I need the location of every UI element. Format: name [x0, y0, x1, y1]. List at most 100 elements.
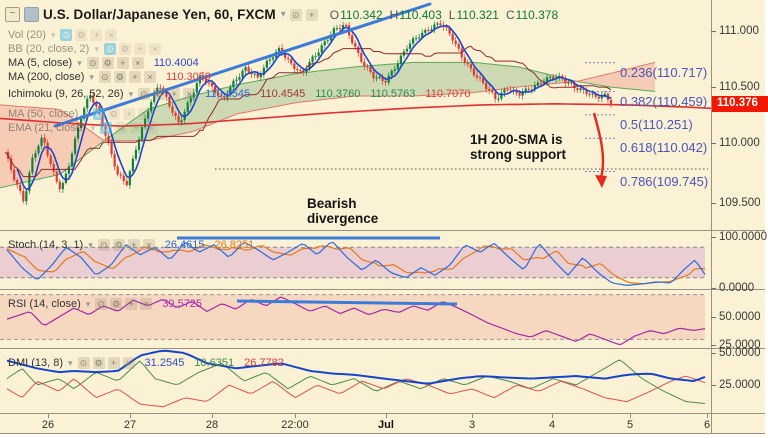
add-icon[interactable]: +: [127, 239, 140, 251]
chevron-down-icon[interactable]: ▾: [83, 108, 88, 119]
rsi-pane[interactable]: [0, 290, 711, 348]
ohlc-item: H110.403: [389, 7, 442, 22]
add-icon[interactable]: +: [122, 108, 135, 120]
close-icon[interactable]: ×: [137, 108, 150, 120]
axis-tick: [711, 203, 716, 204]
time-axis-tick: [130, 414, 131, 418]
chevron-down-icon[interactable]: ▾: [90, 122, 96, 133]
chevron-down-icon[interactable]: ▾: [68, 357, 73, 368]
time-axis-tick: [48, 414, 49, 418]
dmi-pane[interactable]: [0, 349, 711, 413]
time-axis-label: 22:00: [281, 419, 309, 431]
chevron-down-icon[interactable]: ▾: [280, 9, 286, 20]
chevron-down-icon[interactable]: ▾: [128, 88, 134, 99]
add-icon[interactable]: +: [116, 57, 129, 69]
add-icon[interactable]: +: [125, 298, 138, 310]
axis-tick: [711, 288, 716, 289]
add-icon[interactable]: +: [90, 29, 103, 41]
annotation-bearish-divergence[interactable]: Bearish divergence: [307, 196, 378, 226]
time-axis-label: 26: [41, 419, 55, 431]
indicator-value: 110.4545: [205, 88, 251, 100]
indicator-label: EMA (21, close): [8, 122, 86, 134]
eye-icon[interactable]: ⊙: [92, 108, 105, 120]
indicator-label: Ichimoku (9, 26, 52, 26): [8, 88, 124, 100]
indicator-value: 110.7070: [425, 88, 471, 100]
eye-icon[interactable]: ⊙: [97, 239, 110, 251]
indicator-row: MA (5, close) ▾ ⊙ ⚙ + × 110.4004: [8, 57, 199, 69]
eye-icon[interactable]: ⊙: [289, 8, 302, 21]
collapse-pane-button[interactable]: −: [5, 7, 20, 22]
eye-icon[interactable]: ⊙: [98, 71, 111, 83]
indicator-label: DMI (13, 8): [8, 357, 64, 369]
gear-icon[interactable]: ⚙: [113, 71, 126, 83]
indicator-value: 31.2545: [144, 357, 185, 369]
close-icon[interactable]: ×: [122, 357, 135, 369]
indicator-label: MA (200, close): [8, 71, 85, 83]
close-icon[interactable]: ×: [183, 88, 196, 100]
gear-icon[interactable]: ⚙: [112, 239, 125, 251]
indicator-value: 26.7782: [244, 357, 284, 369]
close-icon[interactable]: ×: [105, 29, 118, 41]
eye-icon[interactable]: ⊙: [138, 88, 151, 100]
chevron-down-icon[interactable]: ▾: [77, 57, 82, 68]
add-icon[interactable]: +: [128, 71, 141, 83]
main-price-pane[interactable]: [0, 0, 711, 230]
fib-level-label[interactable]: 0.382(110.459): [620, 93, 708, 109]
axis-tick: [711, 31, 716, 32]
eye-icon[interactable]: ⊙: [60, 29, 73, 41]
time-axis-tick: [386, 414, 387, 418]
time-axis-label: Jul: [378, 419, 394, 431]
close-icon[interactable]: ×: [145, 122, 158, 134]
price-axis-label: 110.000: [719, 137, 760, 149]
add-icon[interactable]: +: [305, 8, 318, 21]
gear-icon[interactable]: ⚙: [75, 29, 88, 41]
price-axis-label: 100.0000: [719, 231, 767, 243]
eye-icon[interactable]: ⊙: [103, 43, 116, 55]
add-icon[interactable]: +: [107, 357, 120, 369]
eye-icon[interactable]: ⊙: [100, 122, 113, 134]
add-icon[interactable]: +: [168, 88, 181, 100]
indicator-value: 10.6351: [194, 357, 235, 369]
time-axis-label: 4: [548, 419, 556, 431]
price-axis-label: 0.0000: [719, 282, 755, 294]
fib-level-label[interactable]: 0.5(110.251): [620, 116, 693, 132]
add-icon[interactable]: +: [130, 122, 143, 134]
time-axis-label: 5: [626, 419, 634, 431]
add-icon[interactable]: +: [133, 43, 146, 55]
price-axis-label: 50.0000: [719, 347, 761, 359]
close-icon[interactable]: ×: [143, 71, 156, 83]
chevron-down-icon[interactable]: ▾: [88, 239, 93, 250]
stochastic-pane[interactable]: [0, 231, 711, 289]
close-icon[interactable]: ×: [148, 43, 161, 55]
eye-icon[interactable]: ⊙: [86, 57, 99, 69]
gear-icon[interactable]: ⚙: [92, 357, 105, 369]
close-icon[interactable]: ×: [131, 57, 144, 69]
time-axis-label: 27: [123, 419, 137, 431]
time-axis-tick: [295, 414, 296, 418]
eye-icon[interactable]: ⊙: [95, 298, 108, 310]
series-style-icon[interactable]: [24, 7, 39, 22]
close-icon[interactable]: ×: [142, 239, 155, 251]
gear-icon[interactable]: ⚙: [101, 57, 114, 69]
fib-level-label[interactable]: 0.236(110.717): [620, 64, 708, 80]
symbol-title: U.S. Dollar/Japanese Yen, 60, FXCM: [43, 7, 276, 22]
chevron-down-icon[interactable]: ▾: [89, 71, 94, 82]
gear-icon[interactable]: ⚙: [110, 298, 123, 310]
gear-icon[interactable]: ⚙: [107, 108, 120, 120]
gear-icon[interactable]: ⚙: [153, 88, 166, 100]
chevron-down-icon[interactable]: ▾: [50, 29, 56, 40]
price-axis-label: 109.500: [719, 197, 761, 209]
axis-tick: [711, 353, 716, 354]
chevron-down-icon[interactable]: ▾: [94, 43, 99, 54]
time-axis-label: 6: [703, 419, 711, 431]
close-icon[interactable]: ×: [140, 298, 153, 310]
eye-icon[interactable]: ⊙: [77, 357, 90, 369]
chevron-down-icon[interactable]: ▾: [85, 298, 91, 309]
gear-icon[interactable]: ⚙: [118, 43, 131, 55]
time-axis-tick: [630, 414, 631, 418]
fib-level-label[interactable]: 0.786(109.745): [620, 173, 709, 189]
fib-level-label[interactable]: 0.618(110.042): [620, 140, 708, 156]
pane-separator: [0, 230, 765, 231]
gear-icon[interactable]: ⚙: [115, 122, 128, 134]
annotation-sma-support[interactable]: 1H 200-SMA is strong support: [470, 132, 566, 162]
